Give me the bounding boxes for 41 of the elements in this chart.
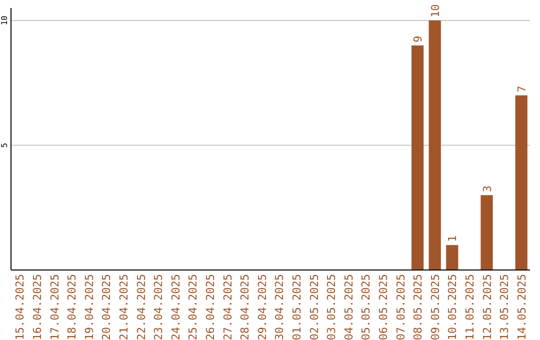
- x-tick-label: 01.05.2025: [290, 274, 304, 340]
- x-tick-label: 02.05.2025: [308, 274, 321, 340]
- x-tick-label: 10.05.2025: [446, 274, 460, 340]
- x-tick-label: 18.04.2025: [66, 274, 79, 340]
- x-tick-label: 14.05.2025: [515, 274, 528, 340]
- x-tick-label: 05.05.2025: [360, 274, 373, 340]
- bar: [428, 20, 441, 270]
- bar: [515, 95, 528, 270]
- x-tick-label: 12.05.2025: [480, 274, 494, 340]
- x-tick-label: 26.04.2025: [204, 274, 217, 340]
- x-tick-label: 09.05.2025: [428, 274, 442, 340]
- data-label: 1: [446, 235, 460, 242]
- bar: [480, 195, 493, 270]
- x-tick-label: 23.04.2025: [152, 274, 166, 340]
- x-tick-label: 30.04.2025: [273, 274, 286, 340]
- y-tick-label: 5: [0, 142, 9, 148]
- data-label: 10: [428, 4, 442, 18]
- x-tick-label: 17.04.2025: [48, 274, 62, 340]
- data-label: 3: [480, 186, 494, 192]
- x-tick-label: 22.04.2025: [134, 274, 148, 340]
- data-label: 9: [412, 36, 425, 42]
- x-tick-label: 21.04.2025: [117, 274, 130, 340]
- x-tick-label: 24.04.2025: [169, 274, 182, 340]
- x-tick-label: 25.04.2025: [186, 274, 200, 340]
- x-tick-label: 11.05.2025: [463, 274, 476, 340]
- x-tick-label: 28.04.2025: [238, 274, 252, 340]
- x-tick-label: 27.04.2025: [221, 274, 234, 340]
- bar: [411, 45, 424, 270]
- x-tick-label: 08.05.2025: [412, 274, 425, 340]
- x-tick-label: 13.05.2025: [498, 274, 512, 340]
- bar: [446, 245, 458, 270]
- x-tick-label: 19.04.2025: [82, 274, 96, 340]
- x-tick-label: 07.05.2025: [394, 274, 408, 340]
- data-label: 7: [515, 86, 528, 92]
- x-tick-label: 15.04.2025: [14, 274, 27, 340]
- x-tick-label: 29.04.2025: [256, 274, 269, 340]
- x-tick-label: 06.05.2025: [376, 274, 390, 340]
- x-tick-label: 04.05.2025: [342, 274, 356, 340]
- x-tick-label: 03.05.2025: [325, 274, 338, 340]
- x-tick-label: 20.04.2025: [100, 274, 114, 340]
- x-tick-label: 16.04.2025: [30, 274, 44, 340]
